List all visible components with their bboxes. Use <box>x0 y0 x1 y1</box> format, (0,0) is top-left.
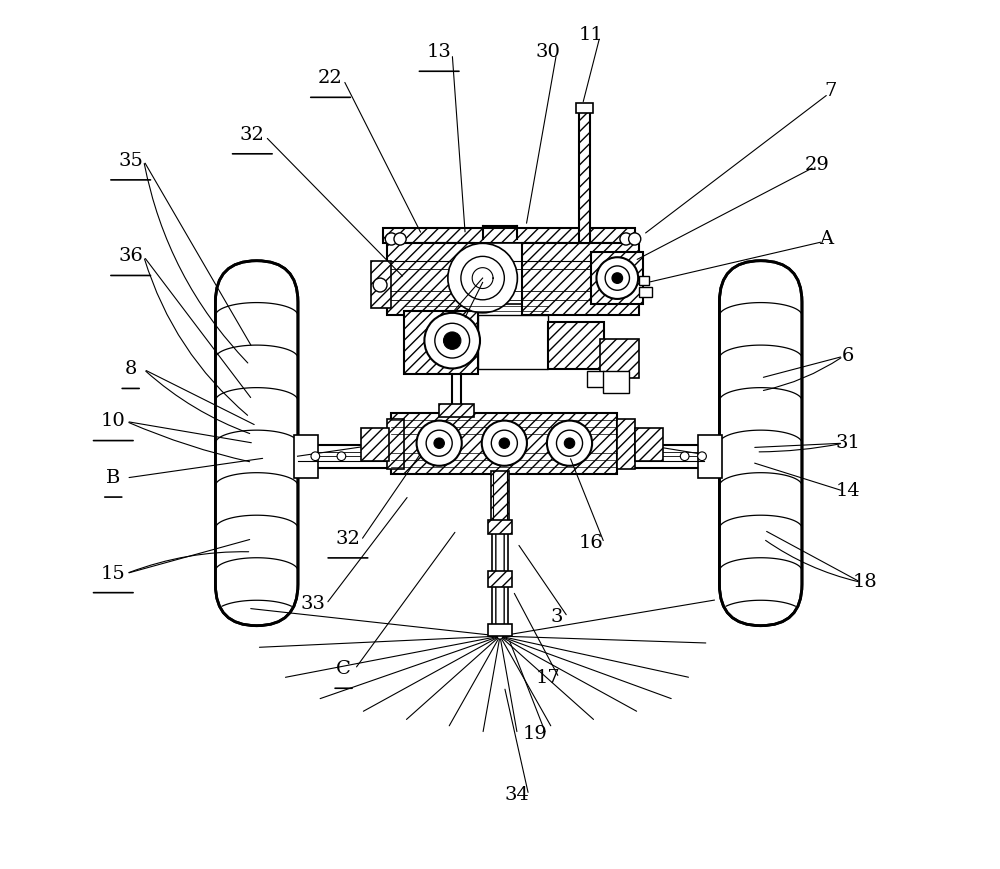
Circle shape <box>394 233 406 245</box>
Text: 22: 22 <box>318 70 343 87</box>
Bar <box>488 624 512 636</box>
Circle shape <box>434 438 444 448</box>
Text: A: A <box>819 230 833 248</box>
Text: 13: 13 <box>427 43 452 61</box>
Circle shape <box>522 452 530 461</box>
Text: 6: 6 <box>841 348 854 365</box>
Bar <box>576 103 593 113</box>
Text: 16: 16 <box>579 534 604 552</box>
Text: 32: 32 <box>240 126 265 143</box>
Circle shape <box>461 256 504 300</box>
Bar <box>383 228 635 243</box>
Bar <box>635 428 663 461</box>
Text: 15: 15 <box>101 565 126 582</box>
Text: 14: 14 <box>835 482 860 500</box>
Circle shape <box>680 452 689 461</box>
Text: B: B <box>106 469 120 487</box>
Bar <box>298 445 719 468</box>
Circle shape <box>482 421 527 466</box>
Text: 8: 8 <box>124 361 137 378</box>
Circle shape <box>547 421 592 466</box>
Circle shape <box>417 421 462 466</box>
Text: 35: 35 <box>118 152 143 169</box>
Bar <box>639 276 649 285</box>
Circle shape <box>385 233 397 245</box>
Bar <box>474 243 522 304</box>
Text: 34: 34 <box>505 786 530 804</box>
Text: 30: 30 <box>535 43 560 61</box>
Bar <box>488 520 512 534</box>
Circle shape <box>629 233 641 245</box>
Bar <box>548 322 604 369</box>
Circle shape <box>311 452 320 461</box>
Circle shape <box>448 243 517 313</box>
Circle shape <box>698 452 706 461</box>
Text: 7: 7 <box>824 83 836 100</box>
Bar <box>404 311 478 374</box>
Bar <box>439 404 474 417</box>
Circle shape <box>491 430 517 456</box>
Bar <box>698 434 722 478</box>
Circle shape <box>612 273 623 283</box>
Circle shape <box>337 452 346 461</box>
Bar <box>361 428 389 461</box>
Text: 31: 31 <box>835 434 860 452</box>
Bar <box>387 419 404 469</box>
Circle shape <box>556 430 583 456</box>
Bar <box>387 243 474 315</box>
Circle shape <box>596 257 638 299</box>
Text: 33: 33 <box>301 595 326 613</box>
Bar <box>492 584 508 626</box>
Text: C: C <box>336 660 351 678</box>
FancyBboxPatch shape <box>719 261 802 626</box>
Circle shape <box>435 323 470 358</box>
Bar <box>587 371 604 387</box>
Bar <box>488 571 512 587</box>
Bar <box>492 532 508 574</box>
Bar <box>478 315 548 369</box>
Bar <box>391 413 617 474</box>
Bar <box>600 339 639 378</box>
Text: 19: 19 <box>522 726 547 743</box>
Bar <box>371 261 391 308</box>
Circle shape <box>620 233 632 245</box>
Text: 3: 3 <box>550 608 563 626</box>
Bar <box>522 243 639 315</box>
Bar <box>579 109 590 243</box>
Circle shape <box>373 278 387 292</box>
Bar <box>603 371 629 393</box>
Text: 11: 11 <box>579 26 604 43</box>
Circle shape <box>426 430 452 456</box>
Bar <box>617 419 635 469</box>
Bar <box>491 471 509 521</box>
Circle shape <box>499 438 510 448</box>
Circle shape <box>564 438 575 448</box>
Bar <box>639 287 652 297</box>
Circle shape <box>605 266 629 290</box>
Bar <box>294 434 318 478</box>
Text: 18: 18 <box>853 574 877 591</box>
Text: 10: 10 <box>101 413 126 430</box>
Text: 29: 29 <box>805 156 830 174</box>
Text: 36: 36 <box>118 248 143 265</box>
Text: 17: 17 <box>535 669 560 687</box>
Circle shape <box>424 313 480 368</box>
FancyBboxPatch shape <box>215 261 298 626</box>
Bar <box>591 252 643 304</box>
Text: 32: 32 <box>335 530 360 547</box>
Circle shape <box>444 332 461 349</box>
